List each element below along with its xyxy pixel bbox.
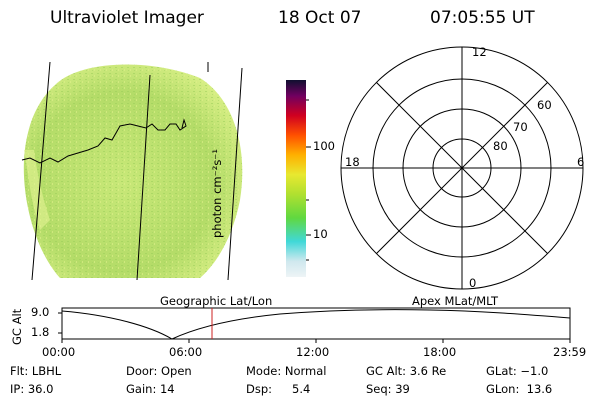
filter-info: Flt: LBHL (10, 364, 62, 378)
date-label: 18 Oct 07 (278, 8, 362, 28)
colorbar-tick-100: 100 (313, 139, 335, 153)
time-label: 07:05:55 UT (430, 8, 535, 28)
color-bar (286, 80, 311, 277)
time-tick-0000: 00:00 (42, 345, 76, 359)
mlt-label-12: 12 (472, 45, 487, 59)
app-title: Ultraviolet Imager (50, 8, 204, 28)
glon-info: GLon: 13.6 (486, 382, 553, 396)
longitude-line (227, 67, 243, 281)
ip-info: IP: 36.0 (10, 382, 54, 396)
time-tick-0600: 06:00 (169, 345, 203, 359)
dsp-info-label: Dsp: (246, 382, 273, 396)
time-tick-1800: 18:00 (423, 345, 457, 359)
altitude-ytick-9: 9.0 (31, 305, 50, 319)
geographic-caption: Geographic Lat/Lon (160, 294, 273, 308)
coastline (21, 118, 187, 164)
altitude-curve (61, 309, 571, 340)
polar-plot (340, 46, 584, 290)
colorbar-unit-label: photon cm⁻²s⁻¹ (210, 149, 224, 238)
altitude-ylabel: GC Alt (10, 308, 24, 345)
longitude-line (31, 61, 51, 281)
color-bar-gradient (286, 80, 306, 277)
dsp-info-value: 5.4 (292, 382, 311, 396)
mlt-label-6: 6 (577, 155, 585, 169)
lat-label-60: 60 (537, 98, 552, 112)
apex-caption: Apex MLat/MLT (412, 294, 499, 308)
gc-alt-info: GC Alt: 3.6 Re (366, 364, 447, 378)
longitude-line (136, 74, 151, 281)
door-info: Door: Open (126, 364, 192, 378)
mlt-label-18: 18 (345, 155, 360, 169)
altitude-plot-frame (61, 307, 571, 340)
earth-disk-image (21, 61, 243, 281)
lat-label-80: 80 (493, 139, 508, 153)
time-tick-1200: 12:00 (296, 345, 330, 359)
altitude-ytick-1-8: 1.8 (31, 325, 50, 339)
colorbar-tick-10: 10 (313, 227, 328, 241)
mode-info: Mode: Normal (246, 364, 327, 378)
time-tick-2359: 23:59 (553, 345, 587, 359)
glat-info: GLat: −1.0 (486, 364, 549, 378)
seq-info: Seq: 39 (366, 382, 410, 396)
lat-label-70: 70 (513, 120, 528, 134)
altitude-panel (58, 307, 571, 343)
mlt-label-0: 0 (469, 276, 477, 290)
gain-info: Gain: 14 (126, 382, 175, 396)
